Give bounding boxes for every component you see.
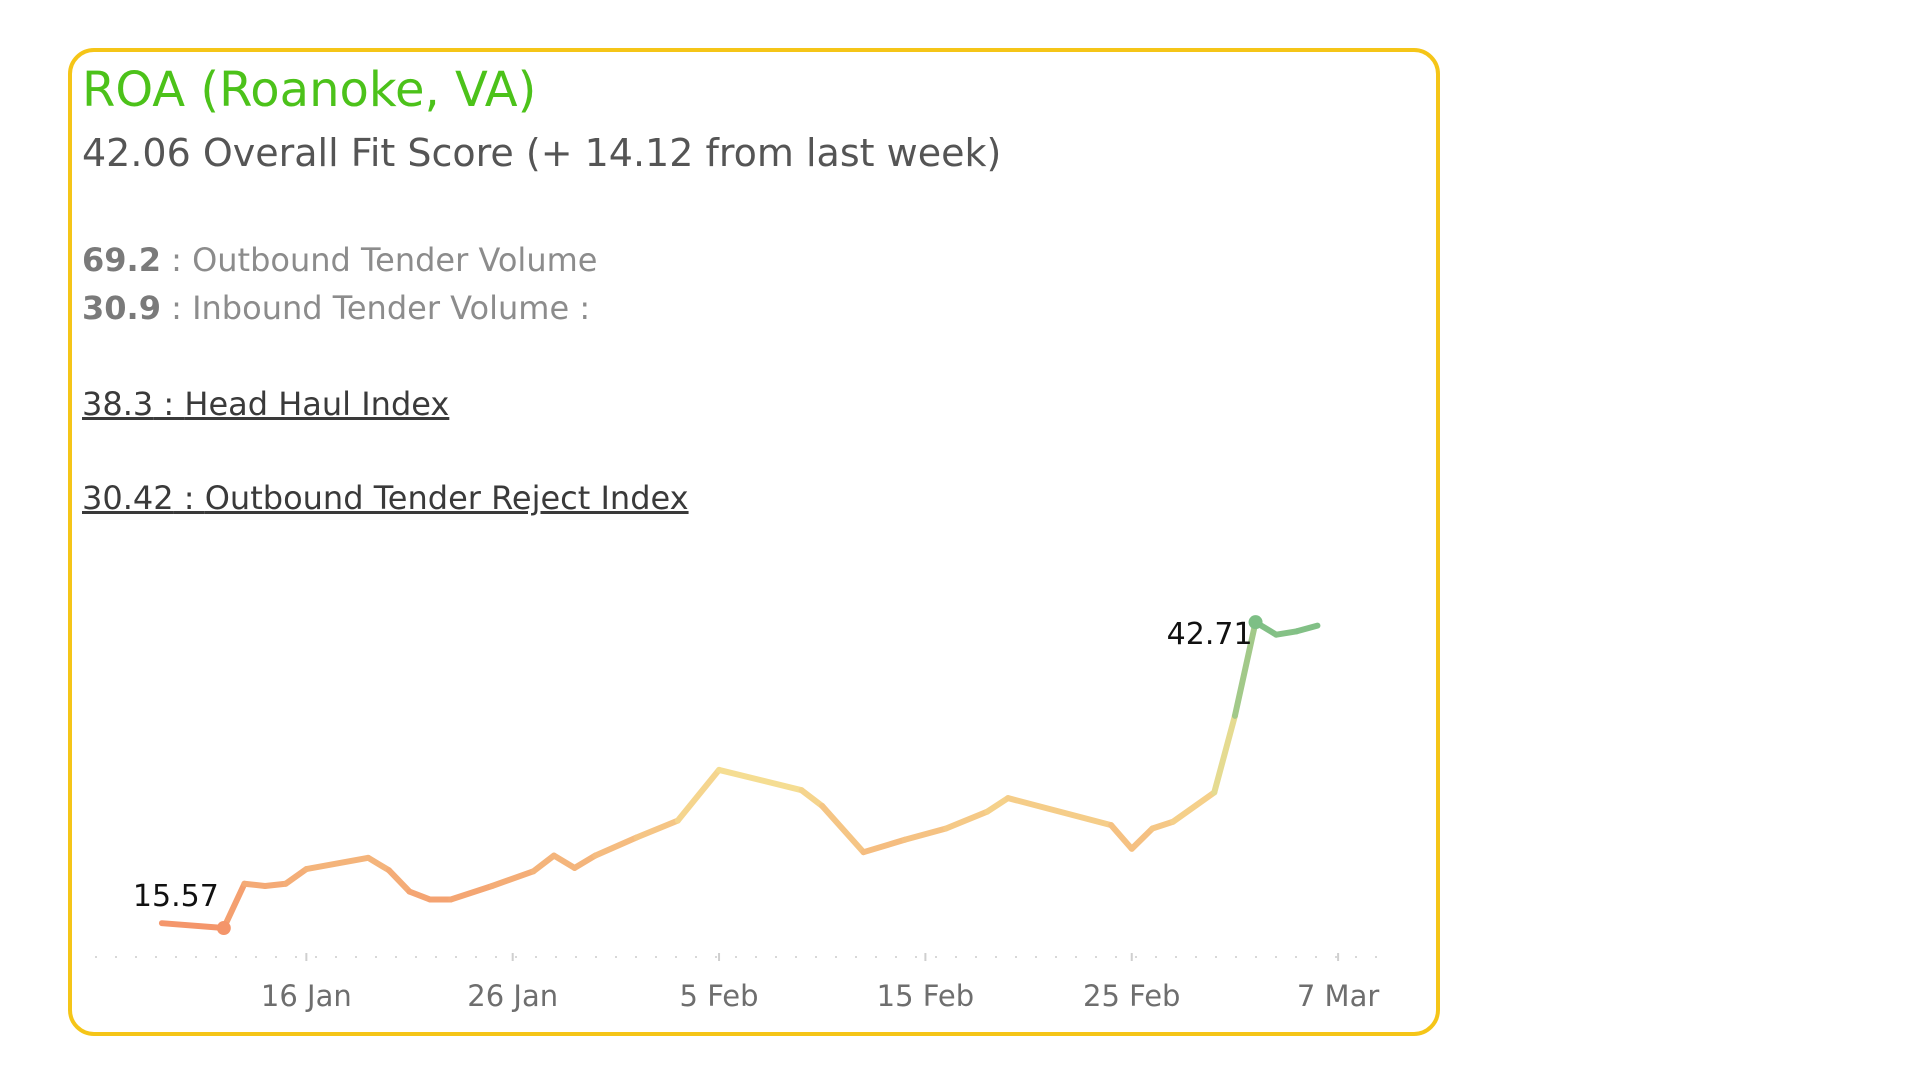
metric-value: 69.2 bbox=[82, 241, 161, 279]
metric-value: 30.9 bbox=[82, 289, 161, 327]
metric-label: Outbound Tender Reject Index bbox=[204, 479, 689, 517]
metric-head-haul-index-link[interactable]: 38.3 : Head Haul Index bbox=[82, 384, 449, 424]
metric-separator: : bbox=[160, 289, 193, 327]
metric-outbound-tender-volume: 69.2 : Outbound Tender Volume bbox=[82, 240, 597, 280]
metric-separator: : bbox=[153, 385, 185, 423]
metric-separator: : bbox=[160, 241, 193, 279]
metric-label: Head Haul Index bbox=[184, 385, 450, 423]
metric-inbound-tender-volume: 30.9 : Inbound Tender Volume : bbox=[82, 288, 590, 328]
metric-label: Inbound Tender Volume : bbox=[192, 289, 591, 327]
metric-value: 30.42 bbox=[82, 479, 174, 517]
metric-card bbox=[68, 48, 1440, 1036]
metric-separator: : bbox=[173, 479, 205, 517]
page-title: ROA (Roanoke, VA) bbox=[82, 62, 537, 118]
metric-value: 38.3 bbox=[82, 385, 154, 423]
metric-outbound-tender-reject-index-link[interactable]: 30.42 : Outbound Tender Reject Index bbox=[82, 478, 689, 518]
overall-fit-score: 42.06 Overall Fit Score (+ 14.12 from la… bbox=[82, 131, 1002, 175]
metric-label: Outbound Tender Volume bbox=[192, 241, 598, 279]
